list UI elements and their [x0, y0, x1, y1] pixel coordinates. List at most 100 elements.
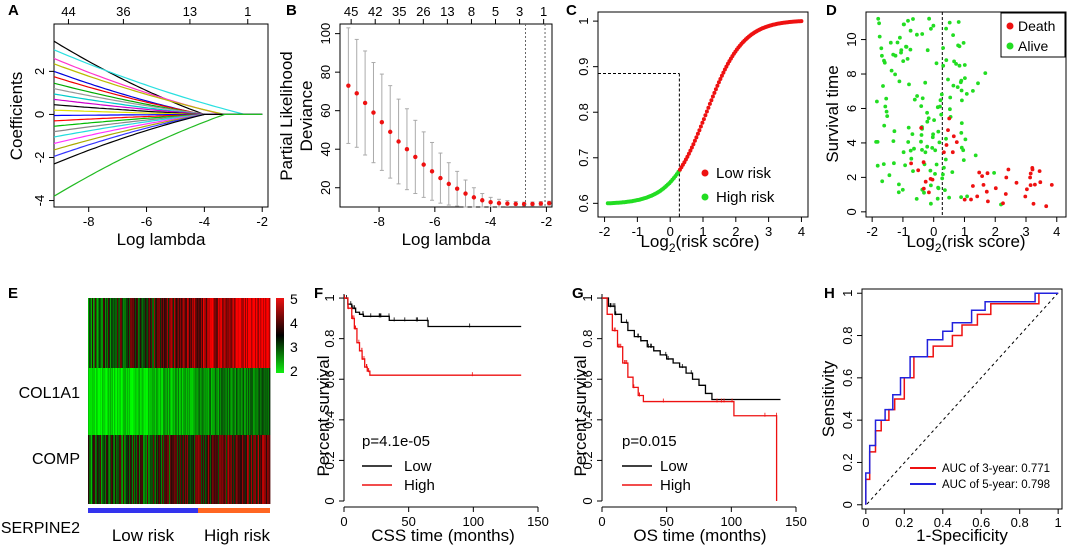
heatmap-cell: [218, 435, 220, 504]
heatmap-cell: [177, 298, 179, 368]
heatmap-cell: [185, 298, 187, 368]
heatmap-cell: [164, 368, 166, 435]
b-ytick-label: 20: [318, 181, 333, 195]
heatmap-cell: [103, 435, 105, 504]
h-ytick-label: 0: [840, 501, 855, 508]
d-point-alive: [893, 53, 898, 58]
heatmap-cell: [203, 298, 205, 368]
heatmap-cell: [247, 435, 249, 504]
d-point-alive: [884, 109, 889, 114]
heatmap-cell: [192, 298, 194, 368]
heatmap-cell: [269, 435, 271, 504]
heatmap-cell: [101, 298, 103, 368]
heatmap-cell: [216, 368, 218, 435]
d-point-alive: [961, 41, 966, 45]
heatmap-cell: [226, 298, 228, 368]
heatmap-cell: [190, 435, 192, 504]
heatmap-cell: [168, 368, 170, 435]
heatmap-cell: [116, 435, 118, 504]
c-xtick-label: 0: [667, 224, 674, 239]
heatmap-cell: [174, 298, 176, 368]
heatmap-cell: [211, 435, 213, 504]
heatmap-cell: [219, 298, 221, 368]
heatmap-cell: [217, 298, 219, 368]
a-toptick-label: 44: [61, 4, 75, 19]
d-point-alive: [960, 98, 964, 103]
heatmap-cell: [162, 435, 164, 504]
panel-e-scale-tick-4: 4: [290, 315, 298, 331]
heatmap-cell: [146, 435, 148, 504]
heatmap-cell: [102, 298, 104, 368]
heatmap-cell: [209, 298, 211, 368]
c-point: [697, 128, 702, 133]
heatmap-cell: [110, 435, 112, 504]
heatmap-cell: [107, 298, 109, 368]
d-point-alive: [884, 96, 889, 101]
heatmap-cell: [125, 435, 127, 504]
heatmap-cell: [154, 435, 156, 504]
heatmap-cell: [202, 368, 204, 435]
heatmap-cell: [194, 368, 196, 435]
d-point-alive: [936, 186, 941, 191]
heatmap-cell: [98, 368, 100, 435]
heatmap-cell: [255, 298, 257, 368]
heatmap-cell: [235, 368, 237, 435]
heatmap-cell: [236, 368, 238, 435]
heatmap-cell: [120, 435, 122, 504]
heatmap-cell: [195, 368, 197, 435]
heatmap-cell: [183, 298, 185, 368]
heatmap-cell: [103, 368, 105, 435]
heatmap-cell: [113, 298, 115, 368]
panel-h: H 0 0.2 0.4 0.6 0.8 1 0 0.2 0.4 0.6 0.8 1 AUC of 3…: [819, 285, 1063, 545]
heatmap-cell: [209, 368, 211, 435]
panel-e-color-scale: [276, 298, 284, 373]
heatmap-cell: [208, 298, 210, 368]
b-point: [379, 120, 385, 125]
panel-a: A -8 -6 -4 -2 -4 -2 0 2 44 36 13 1 Log lambda Coe…: [7, 2, 269, 249]
d-point-death: [1044, 204, 1049, 209]
b-toplabel: 45: [344, 4, 358, 19]
heatmap-cell: [155, 435, 157, 504]
d-point-death: [980, 174, 984, 179]
heatmap-cell: [105, 298, 107, 368]
c-ytick-label: 0.8: [576, 103, 591, 121]
d-point-alive: [939, 92, 944, 97]
heatmap-cell: [268, 368, 270, 435]
b-point: [446, 181, 451, 187]
heatmap-cell: [211, 368, 213, 435]
heatmap-cell: [194, 435, 196, 504]
panel-d-xlabel-sub: 2: [935, 241, 942, 255]
d-point-alive: [879, 46, 884, 51]
coef-path-22: [53, 113, 263, 197]
heatmap-cell: [183, 435, 185, 504]
coef-path-8: [53, 88, 263, 115]
heatmap-cell: [177, 435, 179, 504]
d-point-alive: [929, 201, 933, 206]
heatmap-cell: [180, 298, 182, 368]
g-ytick-label: 0.2: [580, 451, 595, 469]
heatmap-cell: [233, 435, 235, 504]
heatmap-cell: [107, 435, 109, 504]
d-point-death: [919, 126, 924, 130]
d-xtick-label: 0: [930, 224, 937, 239]
d-point-death: [930, 177, 935, 182]
b-point: [388, 129, 393, 135]
heatmap-cell: [139, 368, 141, 435]
heatmap-cell: [104, 368, 106, 435]
panel-g-curves: [602, 297, 781, 501]
panel-b-ylabel-line2: Deviance: [297, 81, 316, 152]
heatmap-cell: [229, 298, 231, 368]
d-point-alive: [892, 161, 896, 166]
d-ytick-label: 0: [844, 208, 859, 215]
c-xtick-label: -1: [632, 224, 644, 239]
heatmap-cell: [186, 435, 188, 504]
heatmap-cell: [93, 368, 95, 435]
heatmap-cell: [235, 435, 237, 504]
heatmap-cell: [213, 298, 215, 368]
heatmap-cell: [244, 298, 246, 368]
heatmap-cell: [181, 298, 183, 368]
heatmap-cell: [124, 368, 126, 435]
heatmap-cell: [198, 435, 200, 504]
heatmap-cell: [248, 298, 250, 368]
